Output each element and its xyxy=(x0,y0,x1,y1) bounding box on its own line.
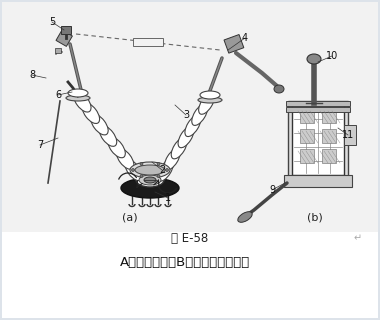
Circle shape xyxy=(140,175,143,178)
Bar xyxy=(300,109,314,123)
Ellipse shape xyxy=(199,93,214,114)
Bar xyxy=(292,105,344,175)
Ellipse shape xyxy=(82,103,100,124)
Text: 图 E-58: 图 E-58 xyxy=(171,231,209,244)
Ellipse shape xyxy=(192,104,207,125)
Bar xyxy=(322,109,336,123)
Text: 7: 7 xyxy=(37,140,43,150)
Ellipse shape xyxy=(116,148,134,169)
Ellipse shape xyxy=(171,137,187,159)
Text: 9: 9 xyxy=(269,185,275,195)
Bar xyxy=(288,101,348,179)
Bar xyxy=(2,2,378,232)
Text: 11: 11 xyxy=(342,130,354,140)
Ellipse shape xyxy=(66,95,90,101)
Bar xyxy=(286,101,350,106)
Ellipse shape xyxy=(139,175,161,185)
Circle shape xyxy=(157,175,160,178)
Circle shape xyxy=(131,169,135,172)
Ellipse shape xyxy=(135,165,165,175)
Text: (a): (a) xyxy=(122,213,138,223)
Circle shape xyxy=(157,163,160,165)
Ellipse shape xyxy=(238,212,252,222)
Bar xyxy=(300,129,314,143)
Bar xyxy=(300,149,314,163)
Text: 4: 4 xyxy=(242,33,248,43)
Ellipse shape xyxy=(200,91,220,99)
Ellipse shape xyxy=(307,54,321,64)
Ellipse shape xyxy=(158,160,173,181)
Bar xyxy=(61,26,71,34)
Circle shape xyxy=(166,169,168,172)
Text: 10: 10 xyxy=(326,51,338,61)
Text: (b): (b) xyxy=(307,213,323,223)
Ellipse shape xyxy=(136,173,164,187)
Bar xyxy=(284,175,352,187)
Bar xyxy=(322,129,336,143)
Ellipse shape xyxy=(125,160,142,180)
Ellipse shape xyxy=(274,85,284,93)
Bar xyxy=(286,107,350,112)
Bar xyxy=(56,30,73,46)
Ellipse shape xyxy=(185,115,201,137)
Ellipse shape xyxy=(144,177,156,183)
Ellipse shape xyxy=(130,162,170,178)
Ellipse shape xyxy=(178,126,194,148)
Bar xyxy=(224,35,244,53)
Text: A、本体结构；B、活动出线座结构: A、本体结构；B、活动出线座结构 xyxy=(120,257,250,269)
Text: 5: 5 xyxy=(49,17,55,27)
Text: 6: 6 xyxy=(55,90,61,100)
Ellipse shape xyxy=(121,178,179,198)
Circle shape xyxy=(140,163,143,165)
Text: ↵: ↵ xyxy=(354,233,362,243)
Bar xyxy=(55,48,61,53)
Ellipse shape xyxy=(99,126,117,146)
Bar xyxy=(322,149,336,163)
Bar xyxy=(133,38,163,46)
Ellipse shape xyxy=(198,97,222,103)
Text: 8: 8 xyxy=(29,70,35,80)
Text: 3: 3 xyxy=(183,110,189,120)
Text: 2: 2 xyxy=(159,165,165,175)
Ellipse shape xyxy=(68,89,88,97)
Ellipse shape xyxy=(74,92,91,112)
Ellipse shape xyxy=(108,137,125,158)
Text: 1: 1 xyxy=(165,193,171,203)
Ellipse shape xyxy=(165,148,180,170)
Ellipse shape xyxy=(91,114,108,135)
Bar xyxy=(344,125,356,145)
